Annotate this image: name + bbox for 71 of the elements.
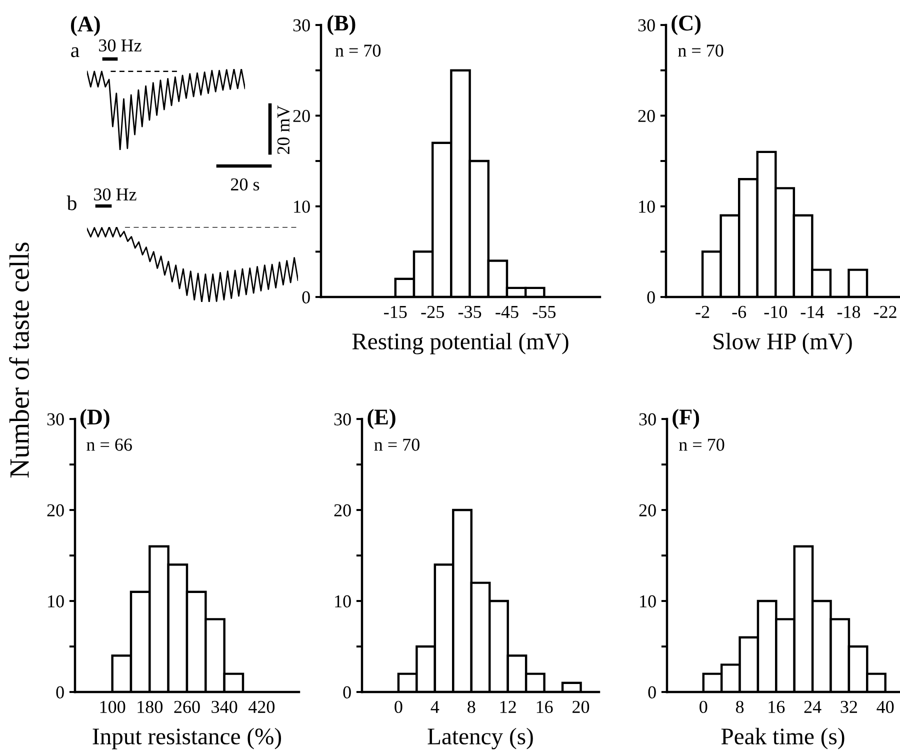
y-tick-label: 30: [334, 413, 351, 426]
x-tick-label: -22: [874, 306, 896, 318]
x-tick-label: 0: [394, 700, 402, 714]
text: 30 Hz: [94, 188, 136, 201]
y-tick-label: 30: [47, 413, 64, 426]
x-axis-title: Peak time (s): [721, 728, 844, 750]
x-tick-label: 40: [876, 700, 894, 714]
x-tick-label: 16: [536, 700, 553, 714]
chart-title: (D): [80, 408, 110, 430]
annotation: n = 70: [679, 438, 724, 451]
x-tick-label: -55: [532, 306, 556, 318]
y-tick-label: 20: [639, 504, 656, 516]
x-tick-label: 260: [174, 700, 200, 714]
annotation: n = 70: [678, 44, 724, 57]
x-tick-label: 16: [768, 700, 785, 714]
y-tick-label: 0: [343, 686, 351, 698]
y-axis-title: Number of taste cells: [9, 242, 29, 478]
y-tick-label: 10: [640, 595, 656, 608]
text: 20 mV: [277, 105, 290, 154]
chart-title: (C): [672, 14, 701, 36]
x-tick-label: -45: [496, 306, 518, 318]
x-tick-label: -35: [458, 306, 482, 318]
y-tick-label: 20: [293, 110, 310, 122]
x-tick-label: -10: [764, 306, 787, 318]
legend-label: a: [71, 47, 80, 58]
x-tick-label: 100: [100, 700, 126, 714]
x-tick-label: 180: [138, 700, 163, 714]
chart-title: (F): [672, 408, 700, 430]
y-tick-label: 20: [638, 110, 655, 122]
annotation: n = 66: [86, 438, 132, 451]
y-tick-label: 30: [293, 19, 310, 32]
x-tick-label: 4: [430, 700, 440, 713]
y-tick-label: 10: [335, 595, 351, 608]
x-axis-title: Input resistance (%): [92, 728, 282, 750]
x-tick-label: 20: [572, 700, 590, 714]
y-tick-label: 20: [334, 504, 351, 516]
x-tick-label: 24: [804, 700, 822, 713]
x-tick-label: 0: [700, 700, 708, 714]
y-tick-label: 10: [294, 200, 310, 213]
chart-title: (B): [328, 14, 356, 36]
x-tick-label: -18: [837, 306, 860, 318]
x-tick-label: 420: [248, 700, 275, 714]
y-tick-label: 0: [648, 686, 656, 698]
legend-label: b: [66, 196, 76, 210]
y-tick-label: 10: [639, 200, 655, 213]
x-tick-label: 12: [500, 700, 516, 713]
x-tick-label: -25: [421, 306, 444, 318]
y-tick-label: 30: [638, 19, 655, 32]
x-tick-label: -15: [384, 306, 407, 318]
y-tick-label: 0: [56, 686, 64, 698]
y-tick-label: 30: [639, 413, 656, 426]
x-tick-label: -6: [732, 306, 746, 318]
x-tick-label: -2: [696, 306, 710, 318]
x-tick-label: 32: [840, 700, 857, 714]
y-tick-label: 0: [647, 291, 655, 304]
x-axis-title: Latency (s): [428, 728, 533, 750]
chart-title: (E): [368, 408, 396, 430]
x-tick-label: 340: [212, 700, 238, 714]
chart-title: (A): [70, 16, 100, 36]
text: 20 s: [230, 178, 260, 191]
text: 30 Hz: [99, 39, 142, 52]
y-tick-label: 10: [48, 595, 64, 608]
x-tick-label: -14: [800, 306, 824, 318]
x-axis-title: Slow HP (mV): [714, 332, 852, 354]
y-tick-label: 20: [47, 504, 64, 516]
y-tick-label: 0: [302, 291, 310, 304]
x-tick-label: 8: [736, 700, 744, 714]
annotation: n = 70: [374, 438, 420, 451]
x-axis-title: Resting potential (mV): [352, 332, 568, 354]
annotation: n = 70: [335, 44, 381, 57]
x-tick-label: 8: [468, 700, 476, 714]
